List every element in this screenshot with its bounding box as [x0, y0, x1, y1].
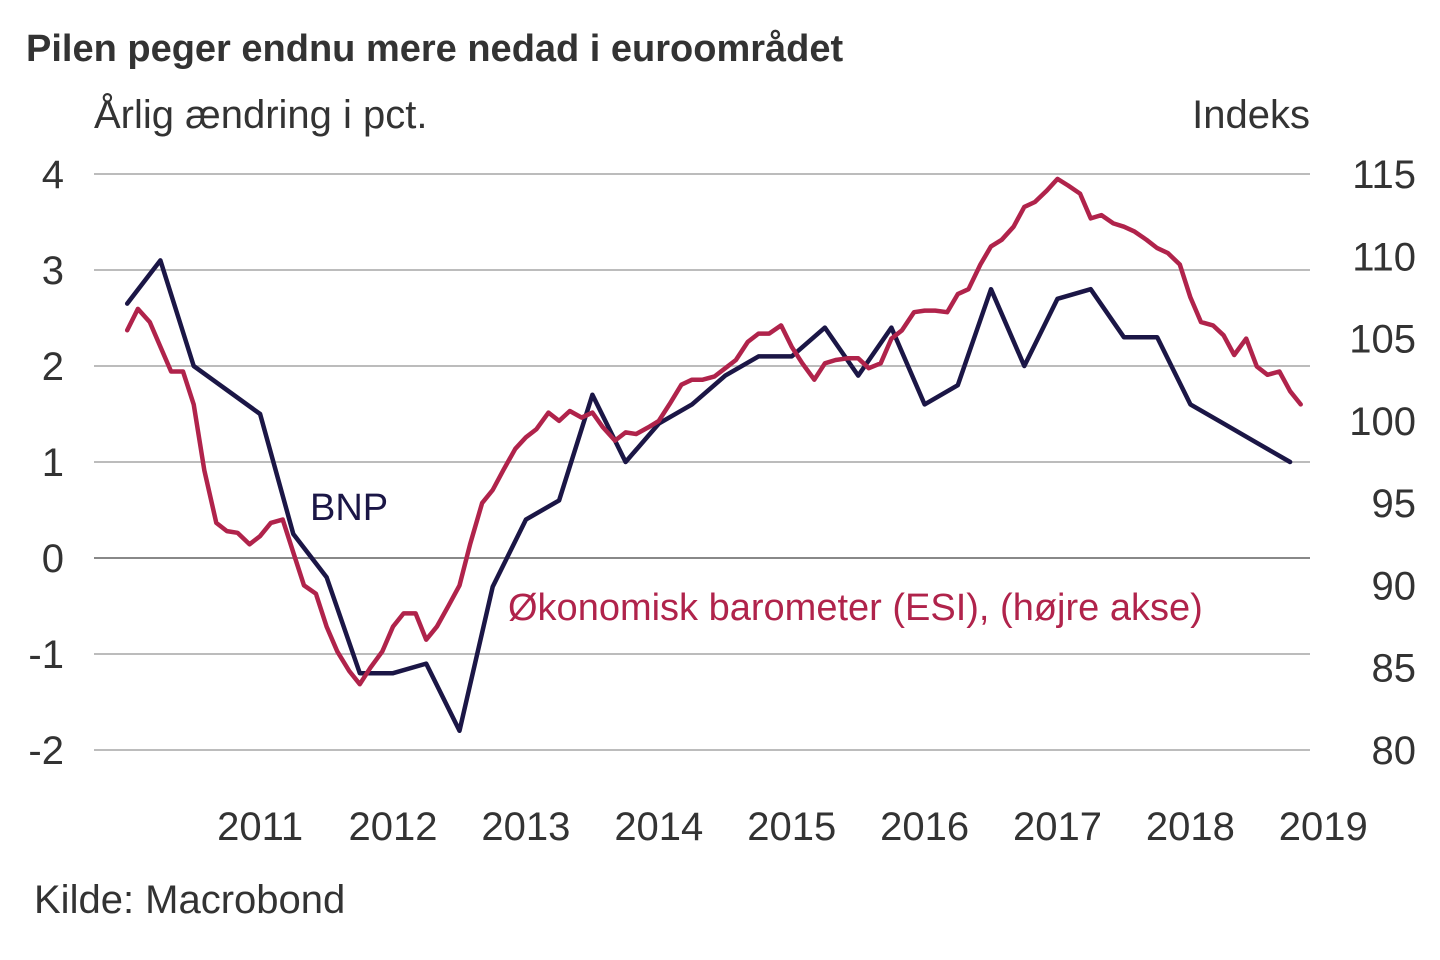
left-axis-title: Årlig ændring i pct.: [94, 92, 427, 137]
esi-series-label: Økonomisk barometer (ESI), (højre akse): [508, 587, 1203, 629]
x-tick-label: 2017: [1013, 805, 1102, 849]
left-tick-label: 2: [42, 345, 64, 389]
grid-lines: [94, 173, 1310, 751]
esi-series-line: [124, 176, 1303, 687]
left-tick-label: -1: [28, 633, 64, 677]
x-tick-label: 2016: [880, 805, 969, 849]
right-axis-ticks: 115 110 105 100 95 90 85 80: [1349, 153, 1416, 773]
left-tick-label: 0: [42, 537, 64, 581]
bnp-series-label: BNP: [310, 487, 388, 529]
x-tick-label: 2015: [747, 805, 836, 849]
x-tick-label: 2018: [1146, 805, 1235, 849]
x-tick-label: 2011: [217, 805, 303, 849]
left-tick-label: 4: [42, 153, 64, 197]
right-tick-label: 100: [1349, 400, 1416, 444]
left-tick-label: -2: [28, 729, 64, 773]
left-tick-label: 1: [42, 441, 64, 485]
bnp-series-line: [124, 258, 1293, 734]
x-tick-label: 2014: [614, 805, 703, 849]
left-tick-label: 3: [42, 249, 64, 293]
right-tick-label: 115: [1352, 153, 1416, 197]
right-axis-title: Indeks: [1192, 93, 1310, 137]
right-tick-label: 95: [1372, 482, 1417, 526]
chart-title: Pilen peger endnu mere nedad i euroområd…: [26, 28, 844, 70]
right-tick-label: 80: [1372, 729, 1417, 773]
source-note: Kilde: Macrobond: [34, 878, 346, 922]
x-tick-label: 2019: [1279, 805, 1368, 849]
x-tick-label: 2012: [349, 805, 438, 849]
left-axis-ticks: 4 3 2 1 0 -1 -2: [28, 153, 64, 773]
series-lines: [124, 176, 1303, 734]
right-tick-label: 90: [1372, 564, 1417, 608]
right-tick-label: 105: [1349, 318, 1416, 362]
x-axis-ticks: 2011 2012 2013 2014 2015 2016 2017 2018 2019: [217, 805, 1368, 849]
x-tick-label: 2013: [481, 805, 570, 849]
right-tick-label: 110: [1352, 235, 1416, 279]
right-tick-label: 85: [1372, 647, 1417, 691]
